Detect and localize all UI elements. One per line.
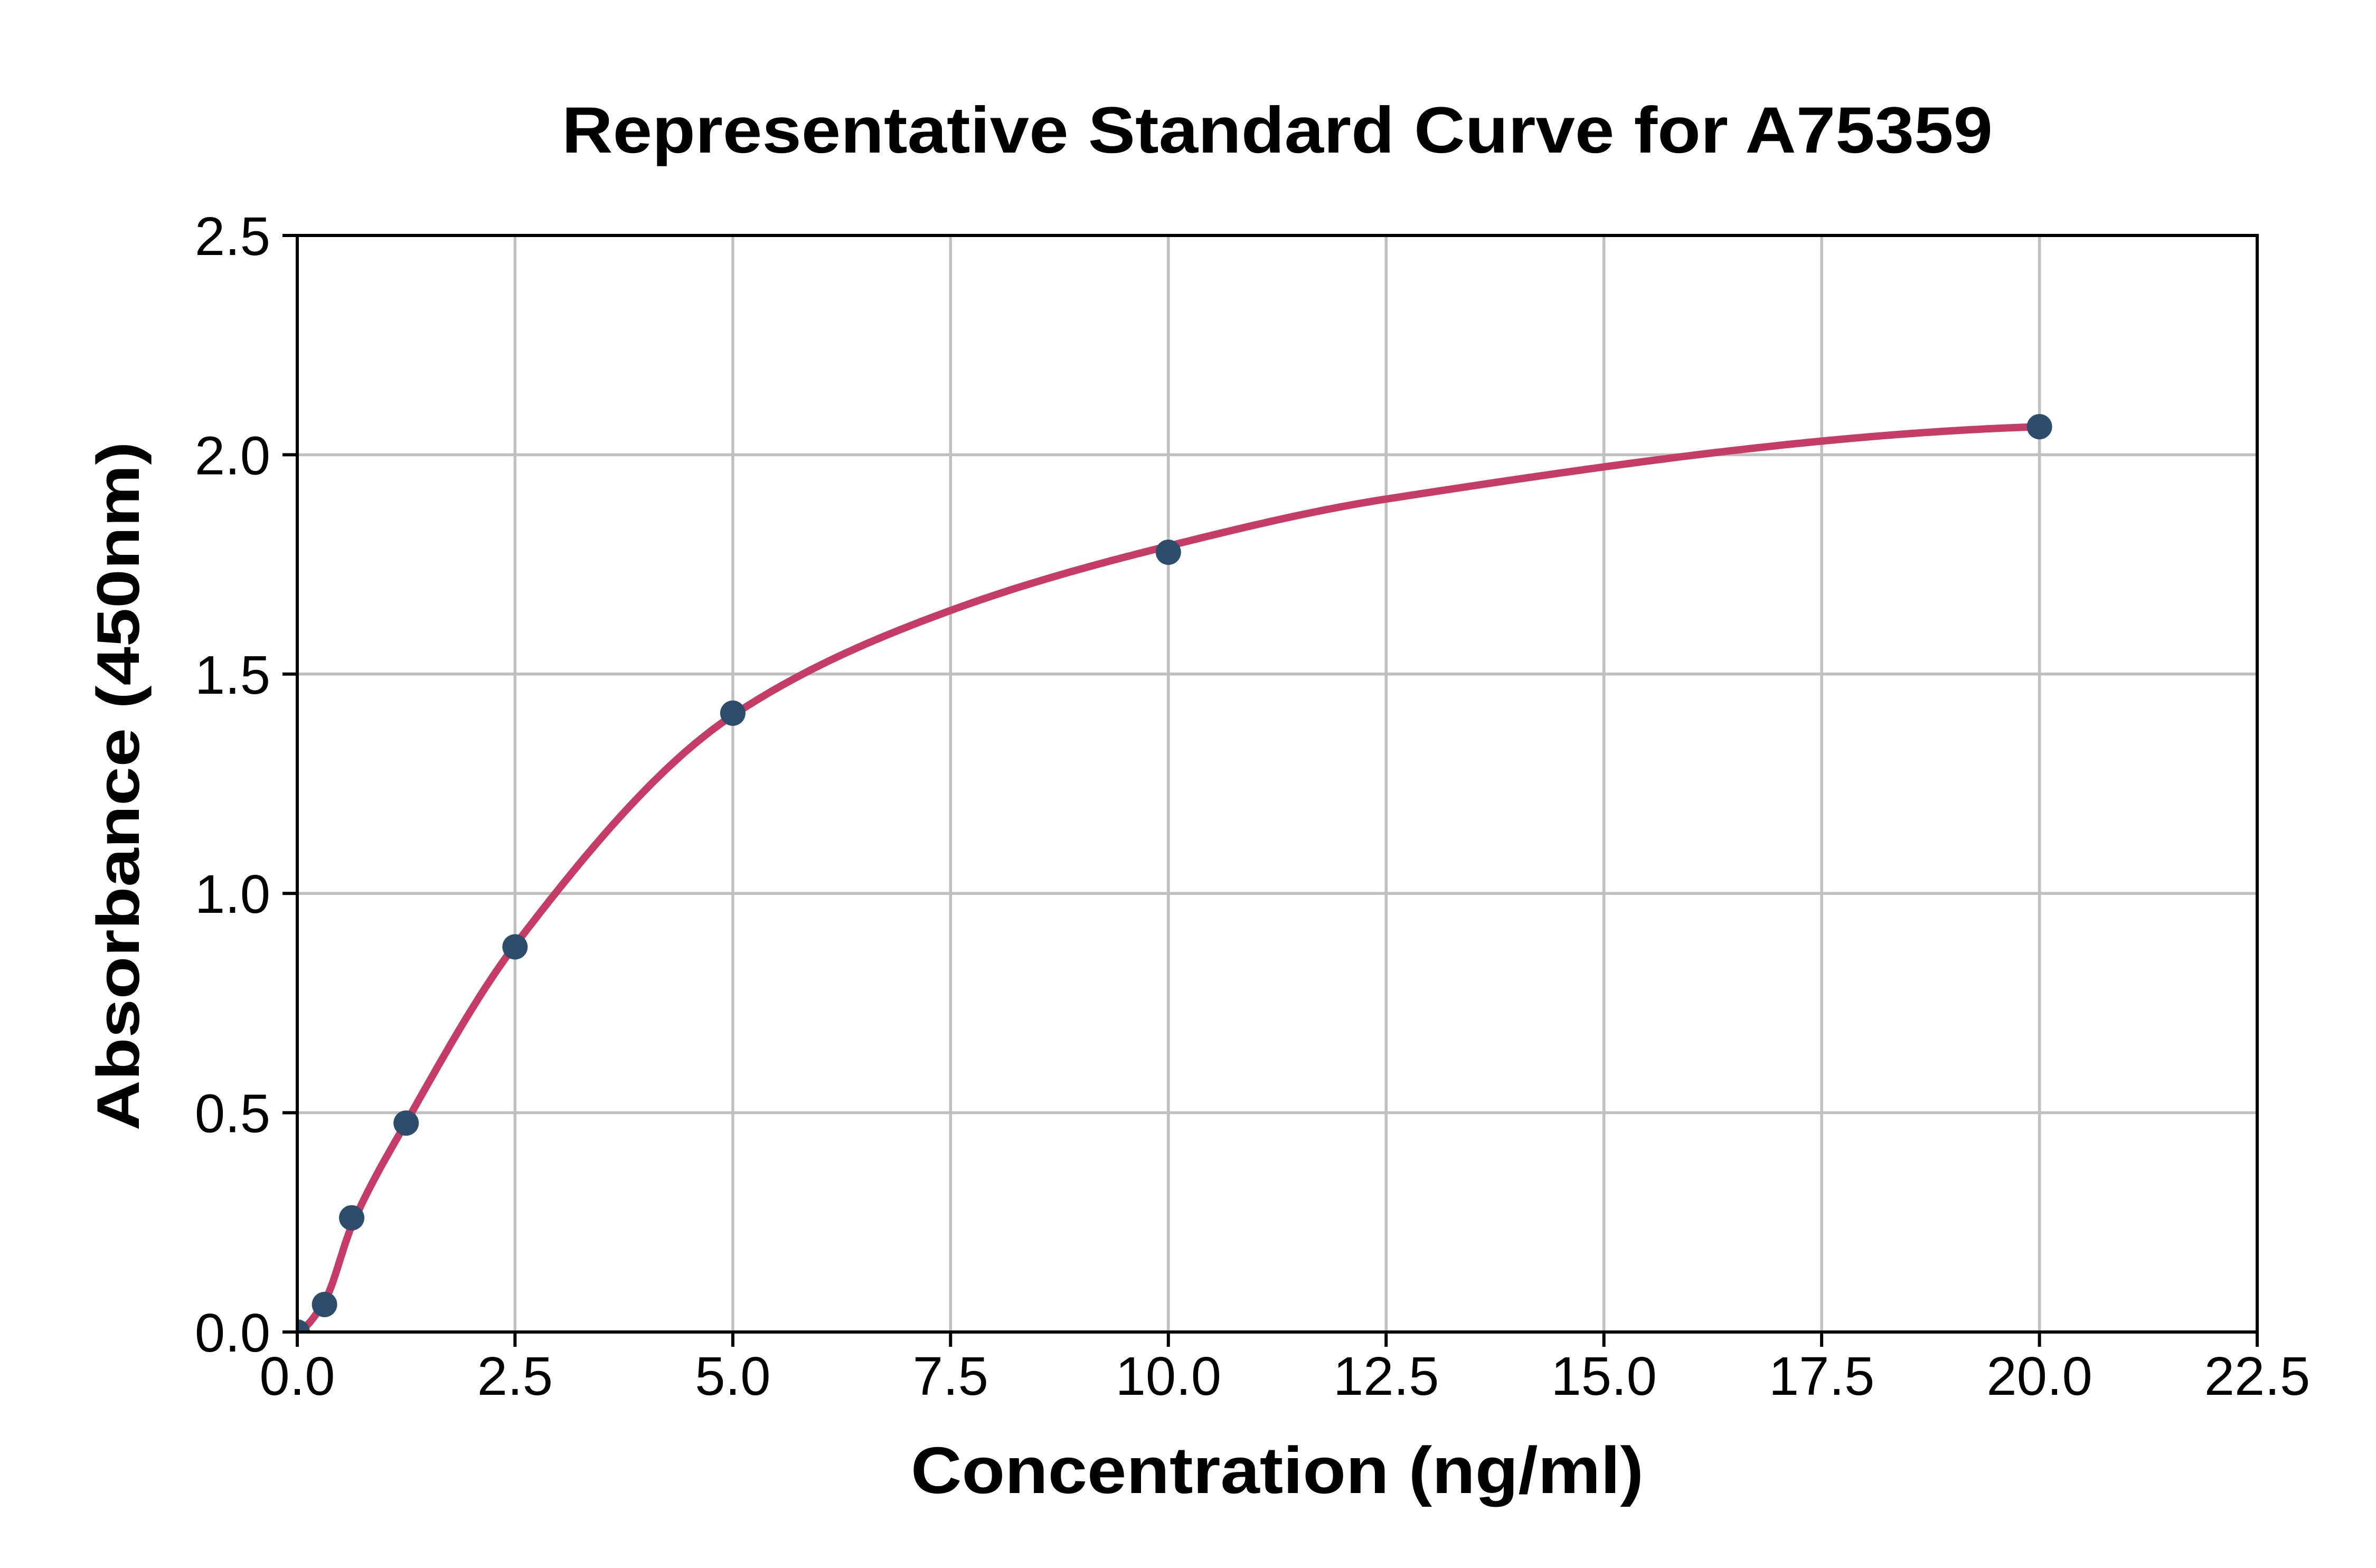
svg-text:20.0: 20.0 [1986, 1346, 2092, 1406]
svg-text:7.5: 7.5 [913, 1346, 988, 1406]
svg-text:Concentration (ng/ml): Concentration (ng/ml) [911, 1434, 1644, 1507]
svg-text:0.5: 0.5 [195, 1083, 270, 1144]
svg-text:1.5: 1.5 [195, 645, 270, 705]
svg-text:1.0: 1.0 [195, 864, 270, 924]
svg-text:17.5: 17.5 [1769, 1346, 1874, 1406]
svg-text:0.0: 0.0 [195, 1302, 270, 1363]
svg-text:5.0: 5.0 [695, 1346, 770, 1406]
svg-text:0.0: 0.0 [259, 1346, 335, 1406]
svg-text:Representative Standard Curve: Representative Standard Curve for A75359 [562, 94, 1993, 167]
svg-text:2.0: 2.0 [195, 425, 270, 486]
svg-text:15.0: 15.0 [1551, 1346, 1656, 1406]
svg-text:10.0: 10.0 [1116, 1346, 1221, 1406]
svg-text:22.5: 22.5 [2204, 1346, 2310, 1406]
svg-text:12.5: 12.5 [1333, 1346, 1439, 1406]
svg-text:2.5: 2.5 [195, 206, 270, 267]
svg-text:Absorbance (450nm): Absorbance (450nm) [85, 442, 152, 1131]
svg-text:2.5: 2.5 [477, 1346, 553, 1406]
